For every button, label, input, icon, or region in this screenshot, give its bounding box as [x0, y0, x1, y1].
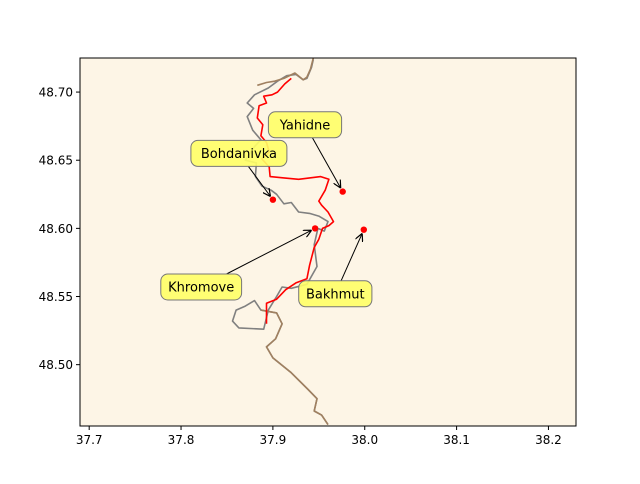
place-label: Khromove	[160, 273, 243, 301]
x-tick-label: 37.7	[76, 433, 103, 447]
place-label: Bakhmut	[298, 280, 373, 308]
annotation-arrows	[226, 137, 363, 282]
place-label-text: Bakhmut	[306, 287, 365, 302]
town-point	[311, 225, 319, 232]
x-tick-label: 38.2	[535, 433, 562, 447]
map-lines	[231, 58, 335, 426]
y-tick-label: 48.70	[39, 86, 73, 100]
annotation-arrow	[226, 230, 312, 275]
annotation-arrow	[311, 137, 340, 188]
map-points	[269, 188, 367, 233]
x-axis-ticks: 37.7 37.8 37.9 38.0 38.1 38.2	[76, 426, 562, 447]
y-tick-label: 48.55	[39, 290, 73, 304]
x-tick-label: 37.8	[168, 433, 195, 447]
y-tick-label: 48.65	[39, 154, 73, 168]
label-box	[190, 139, 288, 167]
place-label: Yahidne	[267, 111, 343, 139]
boundary-line-brown-top	[257, 58, 315, 87]
front-line-red	[256, 77, 335, 324]
label-box	[267, 111, 343, 139]
annotation-arrow	[247, 166, 270, 196]
boundary-line-brown	[260, 309, 329, 426]
x-tick-label: 37.9	[260, 433, 287, 447]
place-label-text: Yahidne	[279, 118, 330, 133]
place-label: Bohdanivka	[190, 139, 288, 167]
town-point	[360, 226, 367, 233]
label-box	[298, 280, 373, 308]
town-point	[269, 196, 277, 203]
place-label-text: Khromove	[168, 281, 234, 296]
label-box	[160, 273, 243, 301]
y-axis-ticks: 48.50 48.55 48.60 48.65 48.70	[39, 86, 80, 372]
y-tick-label: 48.60	[39, 222, 73, 236]
y-tick-label: 48.50	[39, 358, 73, 372]
annotation-arrow	[340, 233, 362, 282]
plot-frame	[79, 57, 577, 427]
town-point	[339, 188, 346, 195]
place-label-text: Bohdanivka	[201, 147, 277, 162]
x-tick-label: 38.0	[351, 433, 378, 447]
x-tick-label: 38.1	[443, 433, 470, 447]
